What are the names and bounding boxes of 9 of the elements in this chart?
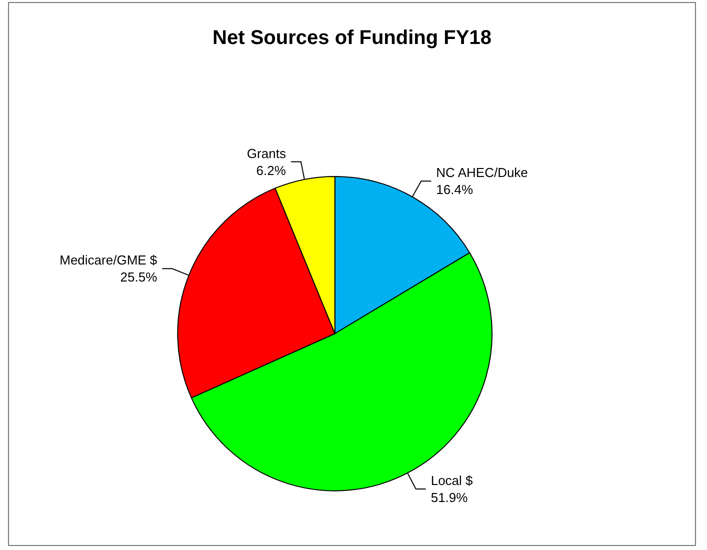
data-label: 6.2% — [256, 162, 286, 178]
slice-label: Grants — [246, 146, 286, 161]
data-label: 51.9% — [430, 490, 468, 505]
slice-label: NC AHEC/Duke — [436, 165, 528, 180]
data-label: 25.5% — [120, 270, 158, 285]
slice-label: Medicare/GME $ — [60, 252, 158, 268]
slice-label: Local $ — [430, 472, 474, 488]
chart-title: Net Sources of Funding FY18 — [212, 27, 492, 49]
data-label: 16.4% — [436, 182, 474, 198]
